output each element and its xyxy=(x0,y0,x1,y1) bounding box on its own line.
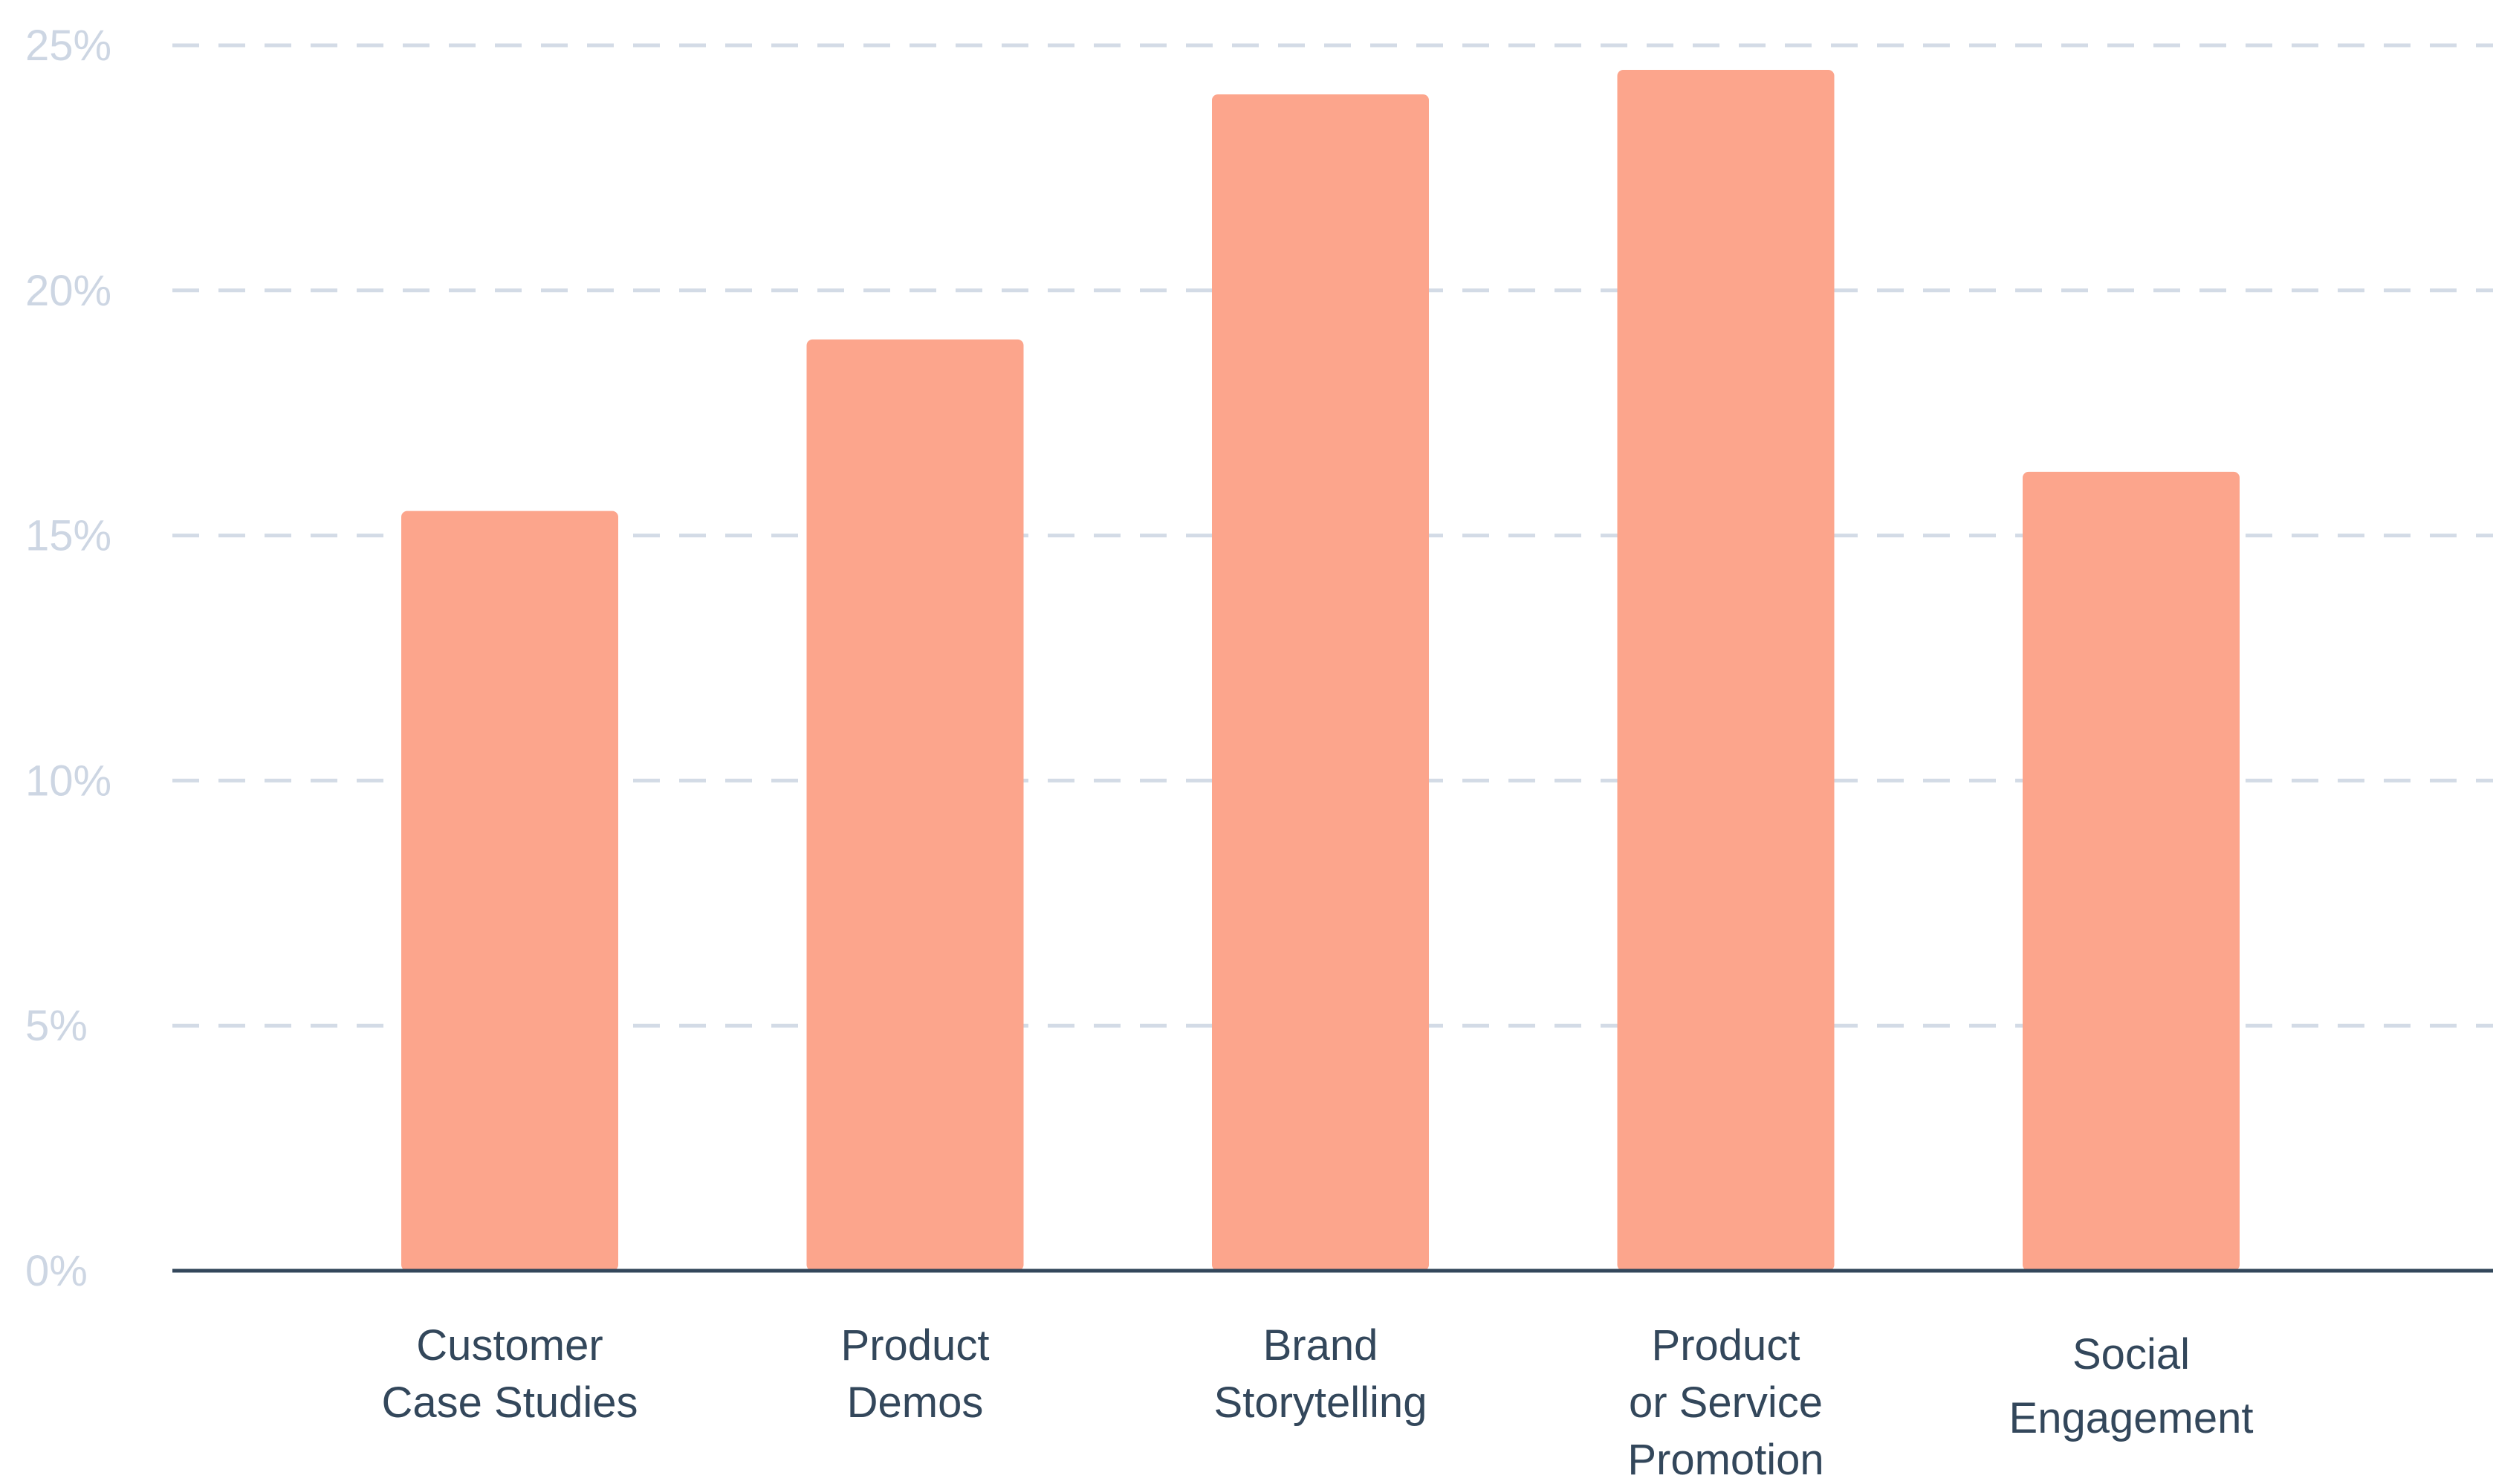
x-category-label-line: Demos xyxy=(847,1378,984,1427)
bar xyxy=(401,511,618,1271)
bar xyxy=(806,339,1024,1271)
x-category-label-line: or Service xyxy=(1629,1378,1823,1427)
y-tick-label: 15% xyxy=(25,512,111,560)
x-category-label-line: Product xyxy=(841,1321,990,1370)
y-tick-label: 20% xyxy=(25,267,111,315)
x-category-label-line: Engagement xyxy=(2009,1394,2254,1442)
x-axis-labels: Customer Case Studies Product Demos Brand Sto… xyxy=(382,1321,2254,1484)
x-category-label-line: Social xyxy=(2072,1330,2190,1378)
y-tick-label: 25% xyxy=(25,22,111,70)
x-category-label-line: Promotion xyxy=(1627,1436,1823,1484)
x-category-label-line: Case Studies xyxy=(382,1378,638,1427)
x-category-label: Social Engagement xyxy=(2009,1330,2254,1442)
y-tick-label: 10% xyxy=(25,756,111,805)
y-tick-label: 0% xyxy=(25,1247,88,1295)
x-category-label: Product Demos xyxy=(841,1321,990,1427)
bar xyxy=(1212,94,1429,1271)
x-category-label: Brand Storytelling xyxy=(1214,1321,1427,1427)
x-category-label-line: Brand xyxy=(1263,1321,1378,1370)
y-axis-ticks: 0% 5% 10% 15% 20% 25% xyxy=(25,22,111,1295)
bars xyxy=(401,69,2240,1271)
x-category-label-line: Product xyxy=(1652,1321,1800,1370)
bar xyxy=(2023,471,2240,1271)
bar xyxy=(1617,69,1835,1271)
x-category-label: Product or Service Promotion xyxy=(1627,1321,1823,1484)
x-category-label-line: Customer xyxy=(416,1321,603,1370)
x-category-label-line: Storytelling xyxy=(1214,1378,1427,1427)
y-tick-label: 5% xyxy=(25,1002,88,1050)
x-category-label: Customer Case Studies xyxy=(382,1321,638,1427)
